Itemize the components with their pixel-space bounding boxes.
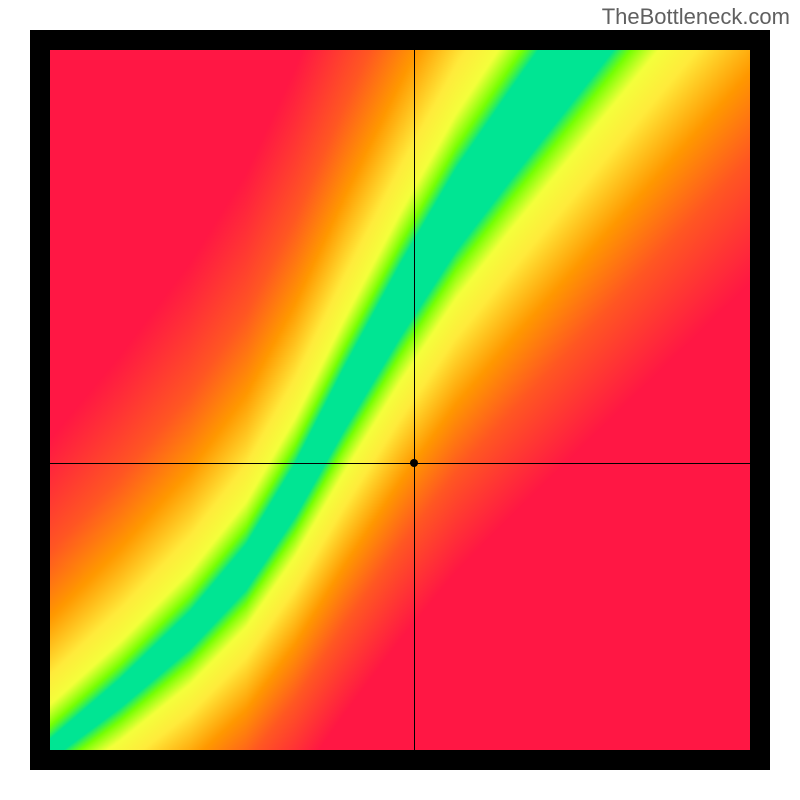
plot-area — [50, 50, 750, 750]
heatmap-canvas — [50, 50, 750, 750]
data-point-marker — [410, 459, 418, 467]
crosshair-horizontal — [50, 463, 750, 464]
chart-frame — [30, 30, 770, 770]
crosshair-vertical — [414, 50, 415, 750]
chart-container: TheBottleneck.com — [0, 0, 800, 800]
watermark-text: TheBottleneck.com — [602, 4, 790, 30]
